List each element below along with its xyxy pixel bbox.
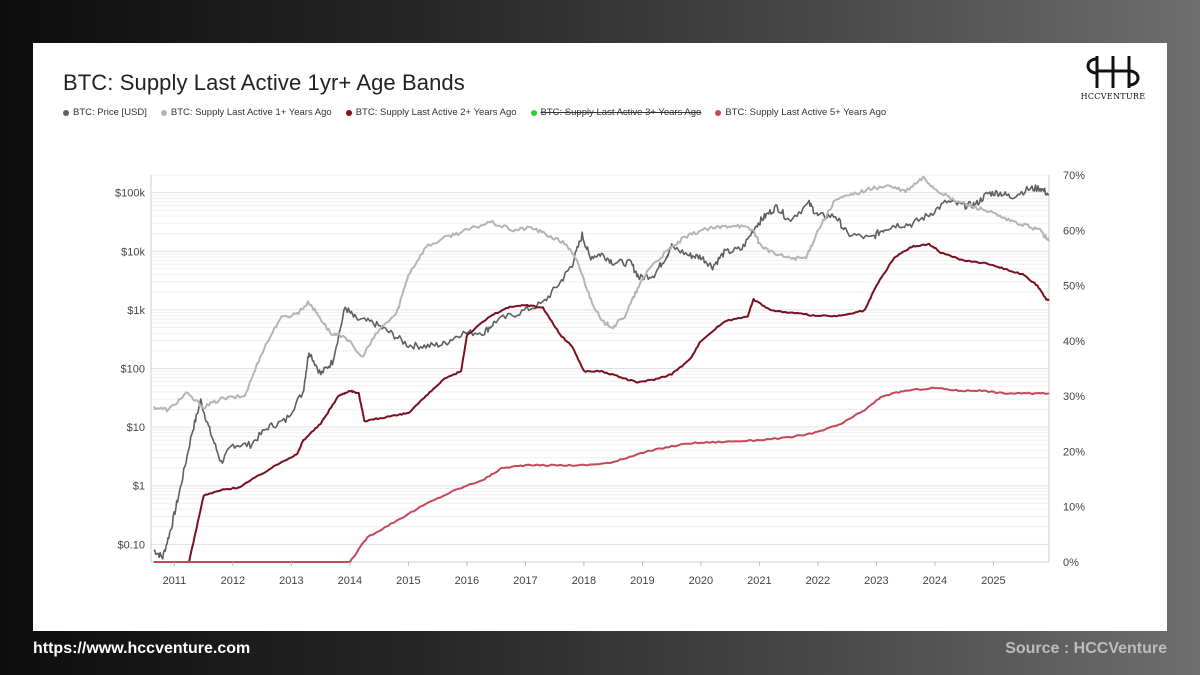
legend-label-2y: BTC: Supply Last Active 2+ Years Ago [355, 107, 517, 118]
y-left-tick-label: $1 [133, 481, 145, 493]
y-left-tick-label: $100 [121, 364, 145, 376]
chart-card: BTC: Supply Last Active 1yr+ Age Bands B… [33, 43, 1167, 631]
y-right-tick-label: 40% [1063, 336, 1085, 348]
legend-dot-price [63, 109, 69, 116]
x-tick-label: 2018 [572, 575, 596, 587]
x-tick-label: 2022 [806, 575, 830, 587]
y-left-tick-label: $0.10 [117, 539, 145, 551]
x-tick-label: 2019 [630, 575, 654, 587]
y-right-tick-label: 10% [1063, 502, 1085, 514]
y-right-tick-label: 60% [1063, 225, 1085, 237]
x-tick-label: 2012 [221, 575, 245, 587]
y-left-tick-label: $10k [121, 246, 145, 258]
hccventure-logo: HCCVENTURE [1077, 53, 1149, 103]
legend-dot-1y [160, 109, 167, 116]
legend-item-3y[interactable]: BTC: Supply Last Active 3+ Years Ago [530, 107, 702, 118]
y-left-tick-label: $100k [115, 188, 145, 200]
footer-website-link[interactable]: https://www.hccventure.com [33, 640, 251, 657]
x-tick-label: 2016 [455, 575, 479, 587]
y-right-tick-label: 50% [1063, 281, 1085, 293]
legend-item-1y[interactable]: BTC: Supply Last Active 1+ Years Ago [160, 107, 332, 118]
series-line-1 [153, 175, 1050, 413]
legend-item-price[interactable]: BTC: Price [USD] [63, 107, 147, 118]
series-line-2 [153, 242, 1050, 563]
legend-label-price: BTC: Price [USD] [73, 107, 147, 118]
axis-layer: $100k $10k $1k $100 $10 $1 $0.10 70% 60% 50% 40% 30… [115, 170, 1085, 587]
legend-label-3y: BTC: Supply Last Active 3+ Years Ago [540, 107, 702, 118]
x-tick-label: 2017 [513, 575, 537, 587]
logo-text: HCCVENTURE [1080, 92, 1146, 101]
chart-plot: $100k $10k $1k $100 $10 $1 $0.10 70% 60% 50% 40% 30… [115, 170, 1085, 587]
y-right-tick-label: 30% [1063, 391, 1085, 403]
y-right-tick-label: 70% [1063, 170, 1085, 182]
legend-item-5y[interactable]: BTC: Supply Last Active 5+ Years Ago [715, 107, 886, 118]
legend-dot-3y [530, 109, 537, 116]
chart-title: BTC: Supply Last Active 1yr+ Age Bands [63, 70, 465, 95]
x-tick-label: 2021 [747, 575, 771, 587]
x-tick-label: 2025 [981, 575, 1005, 587]
series-line-0 [153, 184, 1050, 560]
y-right-tick-label: 20% [1063, 446, 1085, 458]
y-left-tick-label: $1k [127, 305, 145, 317]
legend-label-5y: BTC: Supply Last Active 5+ Years Ago [725, 107, 887, 118]
legend-dot-2y [345, 109, 352, 116]
legend-dot-5y [715, 109, 722, 116]
legend-item-2y[interactable]: BTC: Supply Last Active 2+ Years Ago [345, 107, 517, 118]
footer-source: Source : HCCVenture [1005, 640, 1167, 657]
y-right-tick-label: 0% [1063, 557, 1079, 569]
y-left-tick-label: $10 [127, 422, 145, 434]
chart-legend: BTC: Price [USD] BTC: Supply Last Active… [63, 107, 886, 118]
series-line-4 [153, 386, 1050, 563]
x-tick-label: 2020 [689, 575, 713, 587]
x-tick-label: 2014 [338, 575, 362, 587]
logo-monogram-icon [1086, 56, 1140, 88]
x-tick-label: 2011 [163, 575, 187, 587]
x-tick-label: 2015 [396, 575, 420, 587]
legend-label-1y: BTC: Supply Last Active 1+ Years Ago [170, 107, 332, 118]
x-tick-label: 2013 [279, 575, 303, 587]
x-tick-label: 2023 [864, 575, 888, 587]
series-layer [153, 175, 1050, 563]
grid-layer [150, 174, 1050, 563]
x-tick-label: 2024 [923, 575, 947, 587]
